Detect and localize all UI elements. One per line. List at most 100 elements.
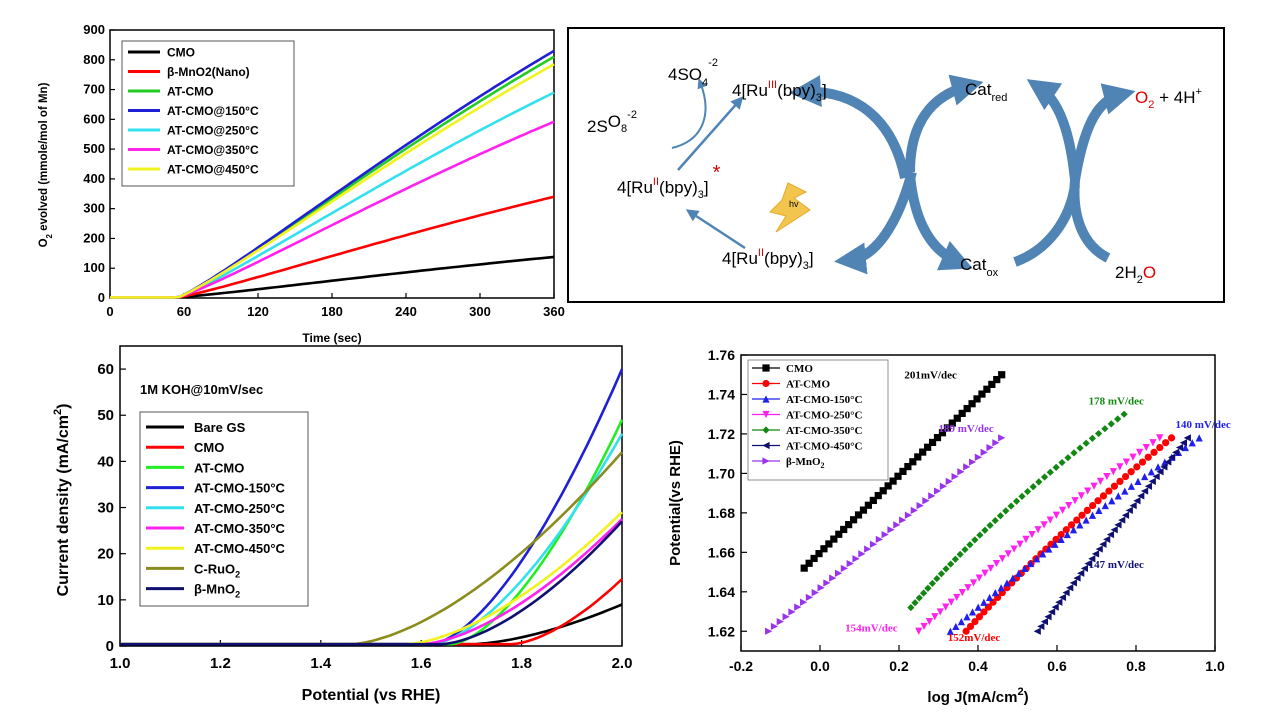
c4-point-5-39 xyxy=(1179,439,1188,447)
c4-point-5-32 xyxy=(1152,472,1160,481)
c3-plot-frame xyxy=(119,345,623,647)
c4-point-5-38 xyxy=(1175,443,1184,452)
c4-x-tick-label-0: -0.2 xyxy=(729,658,753,674)
c1-y-tick-label-4: 400 xyxy=(83,171,105,186)
c4-point-5-20 xyxy=(1106,530,1115,539)
c4-point-4-32 xyxy=(1070,449,1078,457)
c4-point-4-23 xyxy=(1018,492,1026,500)
c4-x-axis-label: log J(mA/cm2) xyxy=(927,686,1028,706)
c4-point-4-31 xyxy=(1064,454,1072,462)
c4-point-0-0 xyxy=(800,564,808,572)
c4-point-6-8 xyxy=(811,588,819,597)
c4-point-6-25 xyxy=(910,506,918,514)
c4-point-0-28 xyxy=(938,429,947,437)
c4-point-0-36 xyxy=(978,390,986,398)
c4-point-6-14 xyxy=(846,559,854,568)
c4-point-5-26 xyxy=(1129,501,1137,510)
c4-legend-marker-2 xyxy=(762,395,770,403)
c4-point-3-6 xyxy=(947,598,955,606)
c3-series-lines xyxy=(120,368,624,646)
c1-legend-label-3: AT-CMO@150°C xyxy=(167,104,259,118)
c3-legend: Bare GS CMO AT-CMO AT-CMO-150°C AT-CMO-250°C… xyxy=(139,411,309,607)
c4-point-1-25 xyxy=(1083,506,1091,514)
c4-point-5-34 xyxy=(1160,463,1168,471)
c4-point-6-5 xyxy=(794,603,802,611)
c4-point-2-39 xyxy=(1188,439,1196,447)
big-arrow-to-catred xyxy=(905,74,984,173)
c4-point-0-11 xyxy=(854,511,863,519)
c4-point-4-12 xyxy=(961,545,969,554)
c4-point-6-26 xyxy=(916,501,924,510)
c4-point-5-6 xyxy=(1055,598,1063,606)
c4-point-2-25 xyxy=(1095,506,1103,514)
arrow-persulfate-to-sulfate xyxy=(671,78,707,149)
c1-x-tick-label-3: 180 xyxy=(321,304,343,319)
c4-point-1-39 xyxy=(1162,439,1170,447)
c4-point-3-25 xyxy=(1058,506,1067,514)
c4-point-3-18 xyxy=(1016,540,1024,548)
c4-point-0-3 xyxy=(815,550,823,558)
c4-point-0-26 xyxy=(928,438,937,447)
c4-point-5-7 xyxy=(1058,593,1067,602)
c4-point-0-4 xyxy=(820,545,828,553)
c4-point-3-39 xyxy=(1149,439,1157,447)
c4-point-2-12 xyxy=(1015,569,1023,577)
c4-point-6-20 xyxy=(881,530,889,539)
c4-point-2-24 xyxy=(1088,511,1097,519)
c4-point-3-20 xyxy=(1028,530,1036,539)
c3-legend-label-0: Bare GS xyxy=(194,420,246,435)
c1-y-tick-label-5: 500 xyxy=(83,141,105,156)
c4-point-4-37 xyxy=(1101,425,1109,433)
c1-legend-box xyxy=(121,40,295,187)
c1-y-tick-label-9: 900 xyxy=(83,22,105,37)
c4-point-3-13 xyxy=(987,564,995,573)
c4-point-1-33 xyxy=(1127,468,1135,476)
c4-legend-box xyxy=(747,359,889,481)
c4-point-1-2 xyxy=(971,617,979,626)
c4-y-tick-label-6: 1.74 xyxy=(708,386,735,402)
c4-point-0-12 xyxy=(859,506,868,514)
c4-legend-label-2: AT-CMO-150°C xyxy=(786,394,863,406)
c4-point-3-7 xyxy=(953,593,961,602)
c4-point-6-32 xyxy=(951,472,959,481)
ru2-label: 4[RuII(bpy)3] xyxy=(722,247,814,272)
c4-point-3-30 xyxy=(1090,482,1098,490)
c4-point-0-19 xyxy=(894,472,902,480)
c3-x-tick-label-4: 1.8 xyxy=(511,655,532,672)
c1-legend: CMO β-MnO2(Nano) AT-CMO AT-CMO@150°C AT-CMO@… xyxy=(121,40,295,187)
c4-point-4-0 xyxy=(907,603,915,612)
c4-point-4-15 xyxy=(976,531,984,539)
c4-y-tick-label-3: 1.68 xyxy=(708,505,735,521)
c4-point-3-21 xyxy=(1034,526,1042,534)
c4-point-3-32 xyxy=(1103,472,1111,481)
c3-legend-label-4: AT-CMO-250°C xyxy=(194,501,286,516)
c4-point-0-22 xyxy=(909,458,917,466)
c4-point-3-26 xyxy=(1065,501,1073,510)
c4-point-1-21 xyxy=(1062,526,1070,534)
c4-point-2-17 xyxy=(1045,545,1053,553)
c4-point-3-5 xyxy=(942,603,950,611)
c1-ticks: 0 60 120 180 240 300 360 0 100 200 300 400 500 600 700… xyxy=(83,22,565,319)
c3-legend-label-6: AT-CMO-450°C xyxy=(194,541,286,556)
c1-x-axis-label: Time (sec) xyxy=(302,331,361,345)
c4-point-5-15 xyxy=(1088,555,1096,563)
c4-point-2-38 xyxy=(1181,443,1189,452)
c1-y-tick-label-2: 200 xyxy=(83,230,105,245)
c4-point-0-6 xyxy=(830,535,838,543)
c3-legend-label-7: C-RuO2 xyxy=(194,561,240,579)
c1-legend-label-2: AT-CMO xyxy=(167,85,213,99)
c4-point-1-26 xyxy=(1089,501,1097,510)
c4-point-4-19 xyxy=(996,512,1005,520)
c3-legend-label-5: AT-CMO-350°C xyxy=(194,521,286,536)
c4-point-4-26 xyxy=(1035,478,1043,486)
c3-y-axis-label: Current density (mA/cm2) xyxy=(52,404,72,597)
c4-point-5-36 xyxy=(1168,453,1176,461)
c4-point-0-29 xyxy=(943,424,951,432)
c4-point-0-5 xyxy=(825,540,833,548)
c4-point-0-35 xyxy=(973,395,981,403)
c4-point-3-12 xyxy=(981,569,989,577)
catalytic-cycle-diagram: hv 4SO4-2 4[RuIII(bpy)3] 2SO8-2 4[RuII(b… xyxy=(567,27,1225,303)
c4-x-tick-label-4: 0.6 xyxy=(1047,658,1067,674)
c4-point-5-18 xyxy=(1099,540,1107,548)
c4-point-0-9 xyxy=(845,521,853,529)
